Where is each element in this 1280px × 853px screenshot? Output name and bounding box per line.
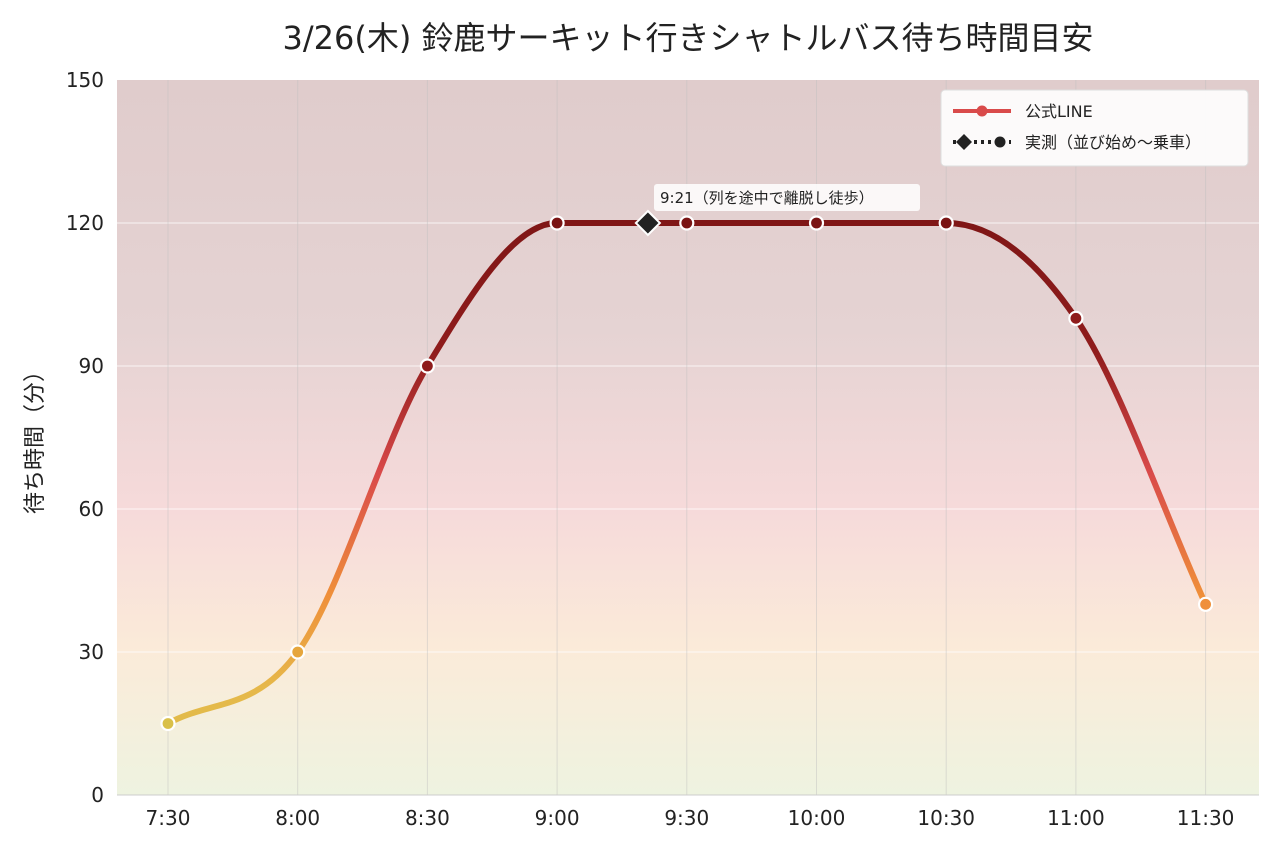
annotation: 9:21（列を途中で離脱し徒歩） — [654, 184, 920, 211]
y-axis-label: 待ち時間（分） — [23, 360, 48, 514]
x-tick-label: 11:00 — [1047, 806, 1105, 830]
legend-marker-official — [976, 105, 988, 117]
series-points — [160, 215, 1214, 732]
y-tick-label: 120 — [66, 211, 104, 235]
y-tick-labels: 0 30 60 90 120 150 — [66, 68, 104, 807]
legend: 公式LINE 実測（並び始め〜乗車） — [940, 89, 1249, 167]
data-point — [160, 715, 176, 732]
x-tick-label: 8:30 — [405, 806, 450, 830]
y-tick-label: 90 — [79, 354, 104, 378]
data-point — [549, 215, 565, 231]
legend-marker-actual-circle — [994, 136, 1006, 148]
actual-point — [634, 209, 662, 237]
chart-title: 3/26(木) 鈴鹿サーキット行きシャトルバス待ち時間目安 — [282, 19, 1093, 57]
legend-label-official: 公式LINE — [1025, 102, 1093, 121]
y-tick-label: 60 — [79, 497, 104, 521]
annotation-text: 9:21（列を途中で離脱し徒歩） — [660, 189, 874, 207]
data-point — [1197, 596, 1214, 612]
x-tick-labels: 7:30 8:00 8:30 9:00 9:30 10:00 10:30 11:00 11:30 — [146, 806, 1235, 830]
x-tick-label: 11:30 — [1177, 806, 1235, 830]
x-tick-label: 7:30 — [146, 806, 191, 830]
y-tick-label: 30 — [79, 640, 104, 664]
x-tick-label: 10:30 — [917, 806, 975, 830]
data-point — [679, 215, 695, 231]
x-tick-label: 9:00 — [535, 806, 580, 830]
data-point — [419, 358, 435, 374]
series-actual — [634, 209, 662, 237]
data-point — [938, 215, 954, 231]
legend-box — [940, 89, 1249, 167]
legend-label-actual: 実測（並び始め〜乗車） — [1025, 133, 1201, 152]
data-point — [808, 215, 825, 231]
x-tick-label: 9:30 — [664, 806, 709, 830]
y-tick-label: 0 — [91, 783, 104, 807]
data-point — [290, 644, 306, 660]
x-tick-label: 10:00 — [788, 806, 846, 830]
legend-marker-actual-diamond — [956, 134, 972, 150]
annotation-box — [654, 184, 920, 211]
data-point — [1068, 310, 1084, 326]
x-tick-label: 8:00 — [275, 806, 320, 830]
y-tick-label: 150 — [66, 68, 104, 92]
